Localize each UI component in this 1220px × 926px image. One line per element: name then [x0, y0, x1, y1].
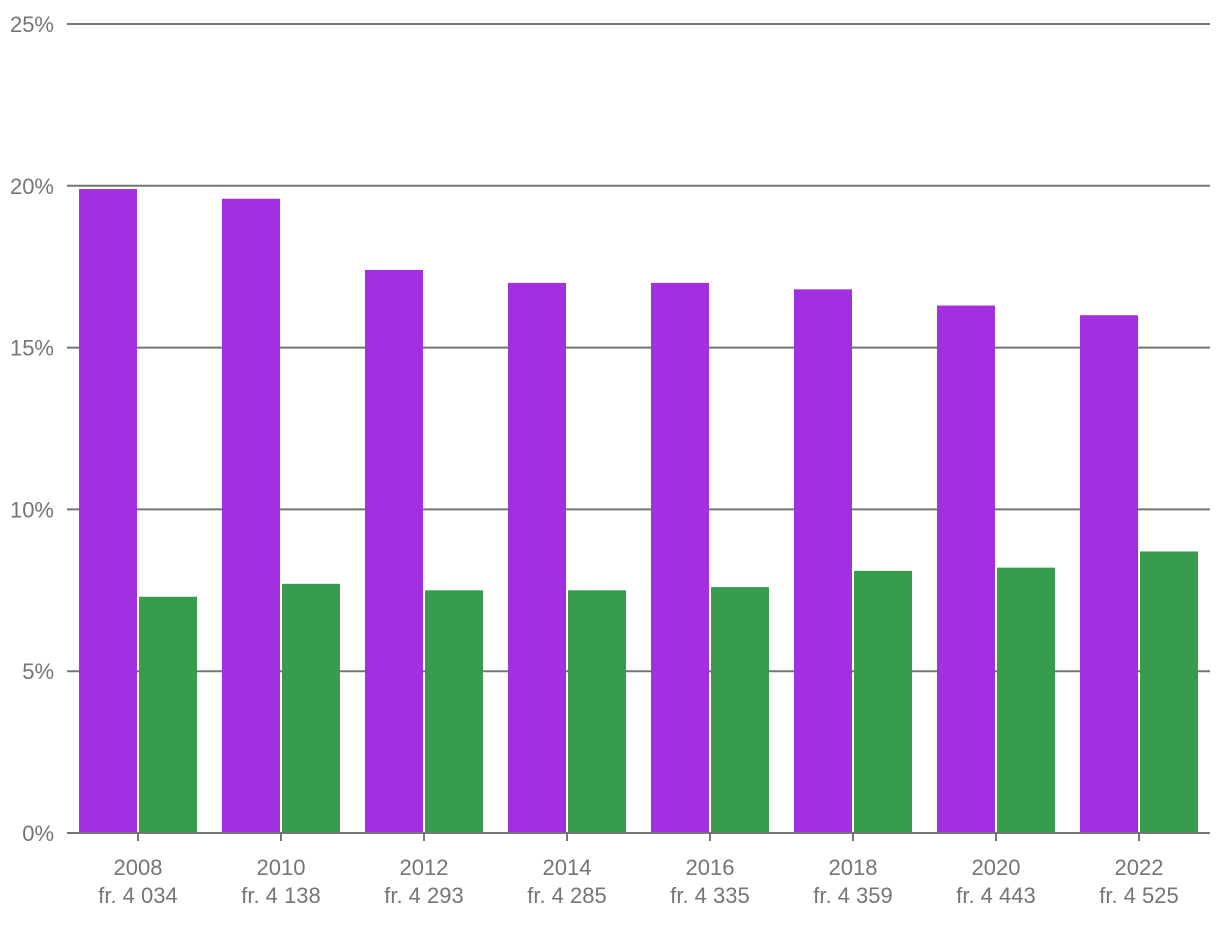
bar-series-1: [365, 269, 423, 833]
bar-series-1: [937, 305, 995, 834]
x-tick-sublabel: fr. 4 034: [98, 883, 178, 908]
x-tick-sublabel: fr. 4 293: [384, 883, 464, 908]
x-tick-label: 2010: [257, 855, 306, 880]
y-tick-label: 0%: [22, 821, 54, 846]
bar-series-2: [568, 590, 626, 833]
y-tick-label: 5%: [22, 659, 54, 684]
y-axis-tick-labels: 0% 5% 10% 15% 20% 25%: [10, 12, 54, 846]
bar-series-1: [508, 282, 566, 833]
bar-series-1: [1080, 315, 1138, 833]
bar-series-1: [79, 189, 137, 833]
x-axis-tick-labels: 2008 fr. 4 034 2010 fr. 4 138 2012 fr. 4 293 2…: [98, 855, 1179, 908]
x-tick-sublabel: fr. 4 285: [527, 883, 607, 908]
x-tick-sublabel: fr. 4 359: [813, 883, 893, 908]
y-tick-label: 20%: [10, 174, 54, 199]
x-tick-label: 2016: [686, 855, 735, 880]
x-tick-sublabel: fr. 4 138: [241, 883, 321, 908]
y-tick-label: 15%: [10, 336, 54, 361]
x-axis: [67, 832, 1210, 841]
bar-series-2: [1140, 551, 1198, 833]
x-tick-label: 2012: [400, 855, 449, 880]
x-tick-sublabel: fr. 4 525: [1099, 883, 1179, 908]
bar-series-2: [711, 587, 769, 833]
x-tick-sublabel: fr. 4 335: [670, 883, 750, 908]
bar-series-2: [139, 596, 197, 833]
x-tick-sublabel: fr. 4 443: [956, 883, 1036, 908]
x-tick-label: 2014: [543, 855, 592, 880]
x-tick-label: 2020: [972, 855, 1021, 880]
bar-series-1: [222, 198, 280, 833]
bar-series-1: [651, 282, 709, 833]
y-tick-label: 25%: [10, 12, 54, 37]
bar-series-2: [425, 590, 483, 833]
x-tick-label: 2008: [114, 855, 163, 880]
x-tick-label: 2022: [1115, 855, 1164, 880]
y-tick-label: 10%: [10, 497, 54, 522]
bar-series-2: [282, 583, 340, 833]
x-tick-label: 2018: [829, 855, 878, 880]
bar-series-2: [854, 570, 912, 833]
bar-series-2: [997, 567, 1055, 833]
bar-series-1: [794, 289, 852, 833]
bars: [79, 189, 1198, 834]
